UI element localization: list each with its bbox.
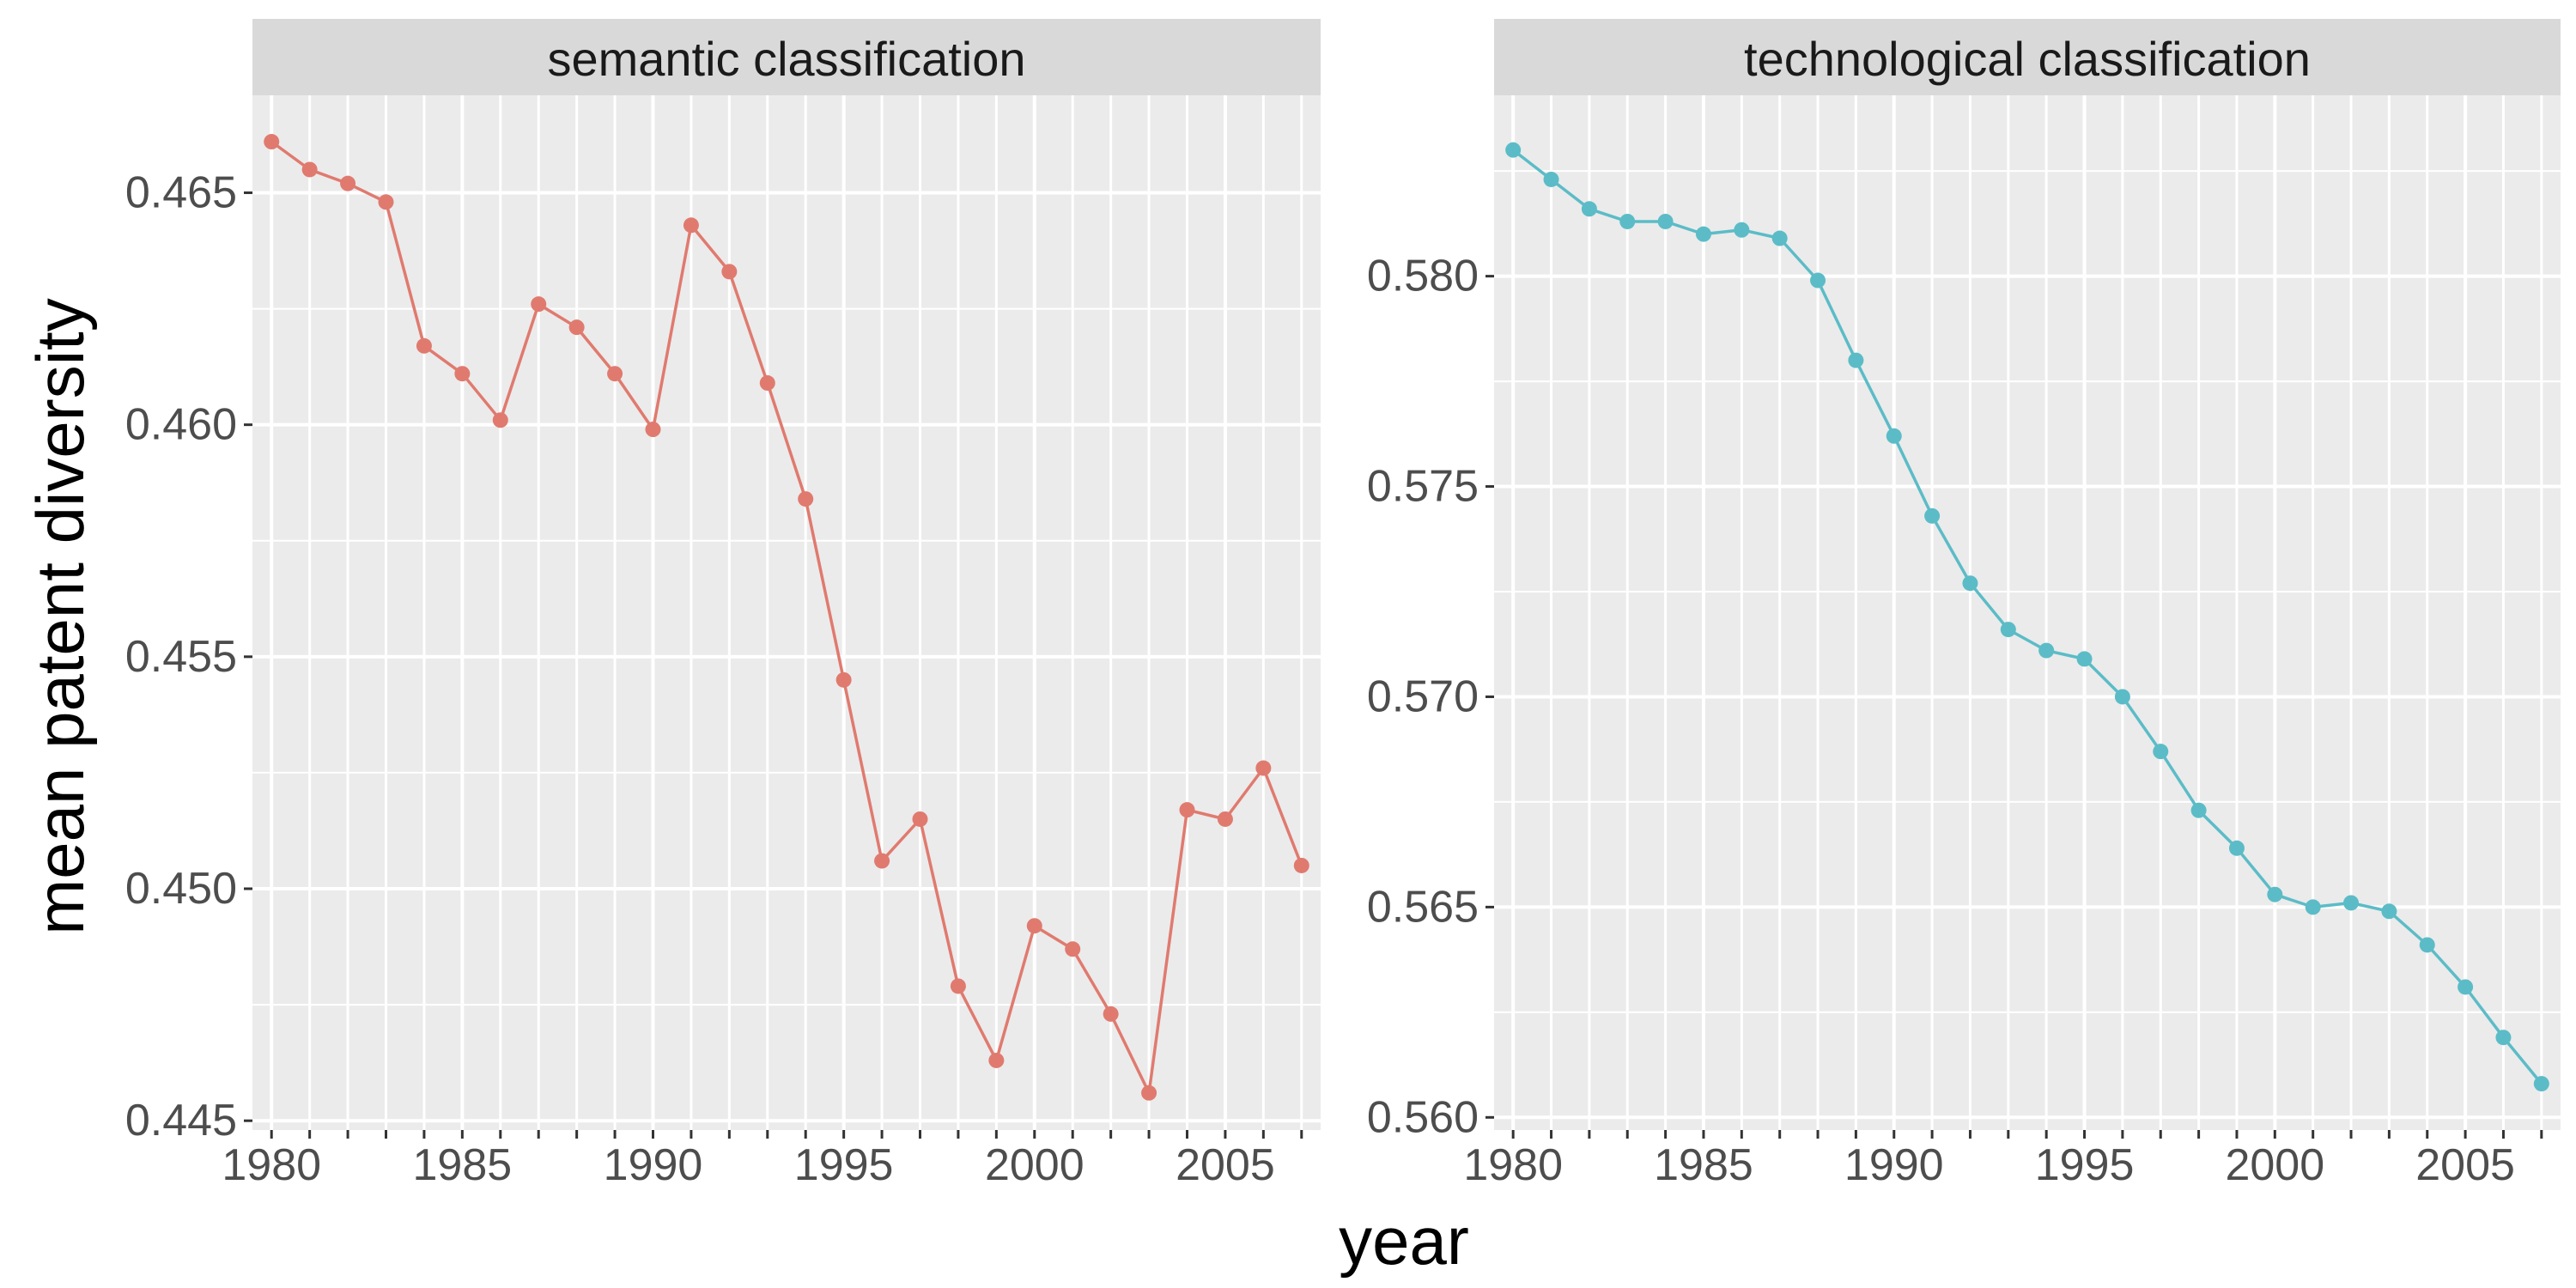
x-tick-label: 1995 xyxy=(2035,1140,2135,1190)
panel-background xyxy=(1494,95,2561,1130)
data-point xyxy=(531,296,546,312)
data-point xyxy=(1255,761,1271,776)
data-point xyxy=(2001,622,2016,637)
y-tick-label: 0.580 xyxy=(1367,252,1479,301)
data-point xyxy=(2153,744,2168,759)
y-tick-label: 0.575 xyxy=(1367,462,1479,512)
x-axis: 1980 1985 1990 1995 2000 2005 xyxy=(1463,1130,2541,1190)
data-point xyxy=(1658,214,1674,229)
panel-semantic-classification: semantic classification 0.4450.4500.4550… xyxy=(125,19,1321,1190)
y-tick-label: 0.565 xyxy=(1367,882,1479,932)
data-point xyxy=(2306,899,2321,914)
data-point xyxy=(1848,353,1863,368)
strip-label: semantic classification xyxy=(547,32,1025,86)
data-point xyxy=(1180,802,1195,817)
y-tick-label: 0.465 xyxy=(125,167,237,217)
data-point xyxy=(2381,903,2397,919)
data-point xyxy=(2458,979,2473,994)
y-tick-label: 0.560 xyxy=(1367,1092,1479,1142)
data-point xyxy=(721,264,737,279)
x-tick-label: 1985 xyxy=(1654,1140,1753,1190)
data-point xyxy=(1962,575,1978,591)
data-point xyxy=(607,366,623,381)
x-tick-label: 1980 xyxy=(222,1140,321,1190)
data-point xyxy=(1772,231,1788,246)
x-tick-label: 2005 xyxy=(1176,1140,1275,1190)
data-point xyxy=(988,1053,1004,1068)
panel-technological-classification: technological classification 0.5600.5650… xyxy=(1367,19,2561,1190)
x-tick-label: 1985 xyxy=(413,1140,513,1190)
x-tick-label: 1980 xyxy=(1463,1140,1563,1190)
x-tick-label: 1995 xyxy=(794,1140,894,1190)
data-point xyxy=(454,366,470,381)
x-tick-label: 2000 xyxy=(2225,1140,2324,1190)
x-tick-label: 1990 xyxy=(604,1140,703,1190)
data-point xyxy=(2038,643,2054,659)
data-point xyxy=(264,134,279,149)
data-point xyxy=(874,854,890,869)
y-tick-label: 0.570 xyxy=(1367,671,1479,721)
data-point xyxy=(951,978,966,993)
y-tick-label: 0.460 xyxy=(125,400,237,450)
data-point xyxy=(1810,273,1826,289)
data-point xyxy=(1103,1006,1119,1022)
data-point xyxy=(1886,428,1902,444)
data-point xyxy=(2420,937,2435,952)
data-point xyxy=(836,672,852,688)
data-point xyxy=(1027,918,1042,933)
x-axis-title: year xyxy=(1339,1203,1469,1279)
data-point xyxy=(1218,811,1233,827)
panel-background xyxy=(252,95,1321,1130)
data-point xyxy=(2343,895,2359,910)
data-point xyxy=(2191,803,2207,818)
strip-label: technological classification xyxy=(1744,32,2311,86)
y-tick-label: 0.445 xyxy=(125,1096,237,1145)
data-point xyxy=(1696,227,1711,242)
data-point xyxy=(1734,222,1749,238)
data-point xyxy=(569,319,585,335)
y-axis: 0.560 0.565 0.570 0.575 0.580 xyxy=(1367,252,1494,1143)
data-point xyxy=(1619,214,1635,229)
data-point xyxy=(760,375,775,391)
data-point xyxy=(2267,887,2282,902)
y-tick-label: 0.455 xyxy=(125,632,237,682)
x-tick-label: 2005 xyxy=(2415,1140,2515,1190)
data-point xyxy=(302,161,318,177)
data-point xyxy=(340,176,355,191)
data-point xyxy=(1141,1085,1157,1101)
data-point xyxy=(1294,858,1309,873)
data-point xyxy=(1505,143,1521,158)
data-point xyxy=(683,217,699,233)
y-axis-title: mean patent diversity xyxy=(22,298,98,934)
data-point xyxy=(798,491,813,507)
x-tick-label: 1990 xyxy=(1844,1140,1944,1190)
data-point xyxy=(2495,1030,2511,1045)
data-point xyxy=(1582,201,1597,216)
data-point xyxy=(416,338,432,354)
data-point xyxy=(1544,172,1559,187)
y-tick-label: 0.450 xyxy=(125,864,237,914)
data-point xyxy=(2534,1076,2549,1091)
data-point xyxy=(493,412,508,428)
data-point xyxy=(2229,841,2245,856)
data-point xyxy=(379,194,394,210)
data-point xyxy=(646,422,661,437)
data-point xyxy=(913,811,928,827)
data-point xyxy=(2077,651,2093,666)
x-tick-label: 2000 xyxy=(985,1140,1084,1190)
x-axis: 1980 1985 1990 1995 2000 2005 xyxy=(222,1130,1301,1190)
data-point xyxy=(1924,508,1940,524)
data-point xyxy=(1065,941,1080,957)
data-point xyxy=(2115,689,2130,704)
y-axis: 0.445 0.450 0.455 0.460 0.465 xyxy=(125,167,252,1145)
